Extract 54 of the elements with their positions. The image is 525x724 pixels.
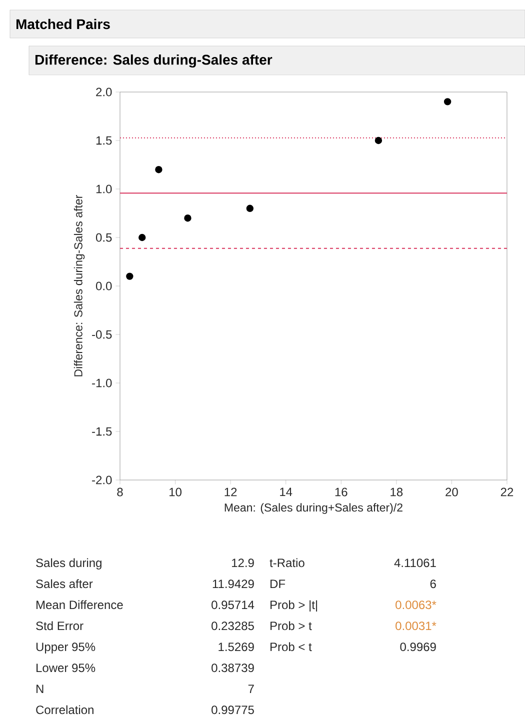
- text: Correlation: [36, 705, 94, 714]
- chart-title: Matched Pairs: [16, 18, 110, 30]
- text: Prob < t: [270, 642, 312, 652]
- text: 0.0063*: [395, 600, 436, 610]
- x-tick-label: 10: [169, 488, 182, 496]
- text: Prob > t: [270, 621, 312, 630]
- text: 0.38739: [211, 664, 254, 672]
- text: Sales during: [36, 558, 102, 570]
- text: 4.11061: [394, 558, 436, 568]
- text: 0.23285: [211, 622, 254, 630]
- x-tick-label: 18: [390, 488, 402, 496]
- text: Sales after: [36, 579, 93, 588]
- text: N: [36, 684, 44, 693]
- chart-subtitle: Difference: Sales during-Sales after: [35, 54, 272, 68]
- y-tick-label: -1.5: [92, 427, 112, 436]
- y-tick-label: 1.5: [96, 136, 112, 145]
- point: [444, 98, 452, 106]
- text: Std Error: [36, 621, 84, 630]
- text: Mean Difference: [36, 600, 123, 610]
- x-tick-label: 14: [280, 488, 292, 496]
- point: [126, 272, 134, 280]
- text: 7: [248, 684, 254, 693]
- point: [374, 136, 382, 144]
- point: [138, 234, 146, 242]
- point: [246, 204, 254, 212]
- text: Upper 95%: [36, 642, 96, 654]
- x-tick-label: 8: [117, 488, 123, 496]
- text: 0.99775: [211, 706, 254, 714]
- x-tick-label: 12: [224, 488, 237, 496]
- y-tick-label: -0.5: [92, 330, 112, 339]
- text: 0.95714: [211, 600, 254, 610]
- y-tick-label: -1.0: [92, 378, 112, 388]
- text: Prob > |t|: [270, 600, 317, 612]
- text: 11.9429: [212, 580, 254, 588]
- y-tick-label: 1.0: [96, 184, 112, 194]
- y-tick-label: 0.0: [96, 282, 112, 290]
- point: [155, 166, 162, 174]
- text: t-Ratio: [270, 558, 304, 568]
- text: 1.5269: [218, 642, 254, 652]
- point: [184, 214, 192, 222]
- y-axis-title: Difference: Sales during-Sales after: [74, 195, 85, 376]
- y-tick-label: 2.0: [96, 88, 112, 96]
- text: DF: [270, 580, 285, 588]
- x-tick-label: 16: [335, 488, 348, 496]
- x-axis-title: Mean: (Sales during+Sales after)/2: [224, 503, 402, 514]
- x-tick-label: 22: [500, 488, 513, 496]
- text: 12.9: [232, 558, 254, 568]
- text: Lower 95%: [36, 664, 96, 672]
- y-tick-label: 0.5: [96, 233, 112, 242]
- x-tick-label: 20: [446, 488, 458, 496]
- text: 0.9969: [400, 642, 436, 652]
- text: 6: [430, 580, 436, 588]
- y-tick-label: -2.0: [92, 476, 112, 484]
- text: 0.0031*: [395, 622, 436, 630]
